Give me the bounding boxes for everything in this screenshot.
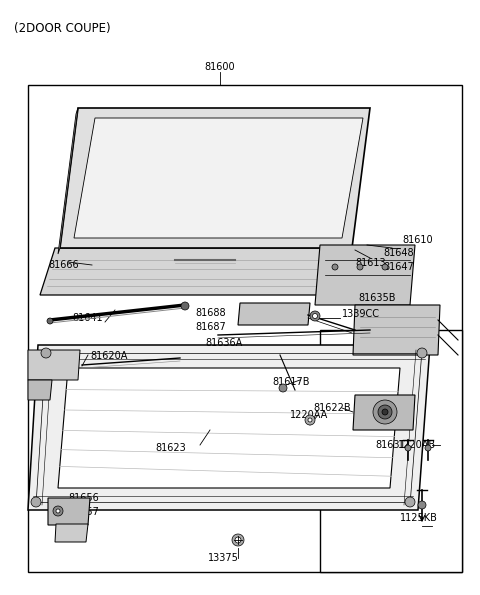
Text: 81677F: 81677F (30, 353, 67, 363)
Circle shape (232, 534, 244, 546)
Circle shape (305, 415, 315, 425)
Text: 81688: 81688 (195, 308, 226, 318)
Circle shape (405, 497, 415, 507)
Circle shape (310, 311, 320, 321)
Polygon shape (60, 108, 370, 248)
Text: 1125KB: 1125KB (400, 513, 438, 523)
Text: 81687: 81687 (195, 322, 226, 332)
Circle shape (357, 264, 363, 270)
Circle shape (235, 537, 241, 543)
Text: 81666: 81666 (48, 260, 79, 270)
Circle shape (417, 348, 427, 358)
Text: 13375: 13375 (208, 553, 239, 563)
Polygon shape (353, 395, 415, 430)
Polygon shape (58, 368, 400, 488)
Text: 81657: 81657 (68, 507, 99, 517)
Circle shape (47, 318, 53, 324)
Circle shape (425, 445, 431, 451)
Text: 1220AA: 1220AA (290, 410, 328, 420)
Polygon shape (353, 305, 440, 355)
Polygon shape (74, 118, 363, 238)
Text: 1339CC: 1339CC (342, 309, 380, 319)
Polygon shape (238, 303, 310, 325)
Circle shape (56, 509, 60, 513)
Polygon shape (55, 524, 88, 542)
Polygon shape (58, 108, 78, 254)
Circle shape (378, 405, 392, 419)
Text: 81600: 81600 (204, 62, 235, 72)
Circle shape (41, 348, 51, 358)
Text: 81648: 81648 (383, 248, 414, 258)
Text: 81636A: 81636A (205, 338, 242, 348)
Circle shape (31, 497, 41, 507)
Text: 81623: 81623 (155, 443, 186, 453)
Circle shape (382, 264, 388, 270)
Text: 81622B: 81622B (313, 403, 350, 413)
Polygon shape (28, 380, 52, 400)
Circle shape (279, 384, 287, 392)
Polygon shape (28, 85, 462, 572)
Circle shape (308, 418, 312, 422)
Polygon shape (48, 498, 90, 525)
Circle shape (312, 314, 317, 318)
Circle shape (53, 506, 63, 516)
Polygon shape (40, 248, 348, 295)
Text: 81617B: 81617B (272, 377, 310, 387)
Text: 81631: 81631 (375, 440, 406, 450)
Text: 81635B: 81635B (358, 293, 396, 303)
Text: 1220AB: 1220AB (398, 440, 436, 450)
Text: 81677G: 81677G (30, 367, 68, 377)
Text: 81613: 81613 (355, 258, 385, 268)
Text: 81647: 81647 (383, 262, 414, 272)
Circle shape (373, 400, 397, 424)
Circle shape (418, 501, 426, 509)
Polygon shape (320, 330, 462, 572)
Circle shape (405, 445, 411, 451)
Text: 81656: 81656 (68, 493, 99, 503)
Circle shape (382, 409, 388, 415)
Circle shape (332, 264, 338, 270)
Text: 81620A: 81620A (90, 351, 127, 361)
Circle shape (181, 302, 189, 310)
Text: (2DOOR COUPE): (2DOOR COUPE) (14, 22, 110, 35)
Text: 81641: 81641 (72, 313, 103, 323)
Text: 81610: 81610 (402, 235, 432, 245)
Polygon shape (315, 245, 415, 305)
Polygon shape (28, 345, 430, 510)
Polygon shape (28, 350, 80, 380)
